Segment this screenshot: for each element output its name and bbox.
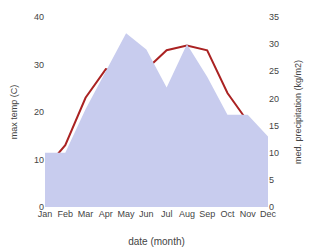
svg-text:30: 30 bbox=[34, 60, 44, 70]
svg-text:20: 20 bbox=[269, 94, 279, 104]
svg-text:0: 0 bbox=[269, 202, 274, 212]
svg-text:20: 20 bbox=[34, 107, 44, 117]
svg-text:35: 35 bbox=[269, 12, 279, 22]
svg-text:Feb: Feb bbox=[58, 209, 74, 219]
svg-text:Oct: Oct bbox=[220, 209, 235, 219]
svg-text:max temp (C): max temp (C) bbox=[9, 85, 19, 140]
svg-text:Jun: Jun bbox=[139, 209, 154, 219]
svg-text:Sep: Sep bbox=[199, 209, 215, 219]
svg-text:med. precipitation (kg/m2): med. precipitation (kg/m2) bbox=[293, 60, 303, 164]
svg-text:5: 5 bbox=[269, 175, 274, 185]
svg-text:15: 15 bbox=[269, 121, 279, 131]
svg-text:10: 10 bbox=[269, 148, 279, 158]
svg-text:Aug: Aug bbox=[179, 209, 195, 219]
svg-text:Jan: Jan bbox=[38, 209, 53, 219]
svg-text:30: 30 bbox=[269, 39, 279, 49]
svg-text:date (month): date (month) bbox=[128, 236, 185, 247]
svg-text:Mar: Mar bbox=[78, 209, 94, 219]
svg-text:May: May bbox=[118, 209, 136, 219]
svg-text:25: 25 bbox=[269, 66, 279, 76]
svg-text:0: 0 bbox=[39, 202, 44, 212]
svg-text:Nov: Nov bbox=[240, 209, 257, 219]
svg-text:Jul: Jul bbox=[161, 209, 173, 219]
svg-text:Apr: Apr bbox=[99, 209, 113, 219]
svg-text:Dec: Dec bbox=[260, 209, 277, 219]
svg-text:40: 40 bbox=[34, 12, 44, 22]
svg-text:10: 10 bbox=[34, 155, 44, 165]
